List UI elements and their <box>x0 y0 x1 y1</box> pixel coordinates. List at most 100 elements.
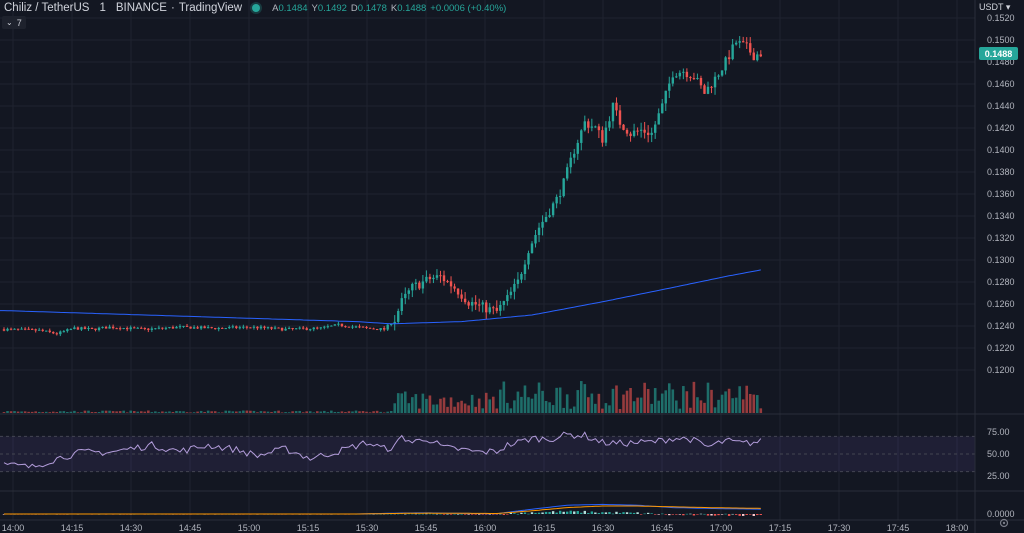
macd-histogram-bar <box>481 514 484 515</box>
time-tick-label: 14:45 <box>179 523 202 533</box>
candle-body <box>492 307 495 309</box>
candle-body <box>685 71 689 78</box>
macd-histogram-bar <box>439 513 442 515</box>
price-tick-label: 0.1500 <box>987 35 1015 45</box>
volume-bar <box>298 410 301 413</box>
macd-histogram-bar <box>446 513 449 515</box>
volume-bar <box>499 389 502 413</box>
exchange: BINANCE <box>115 2 167 14</box>
candles <box>2 36 762 337</box>
volume-bar <box>572 406 576 413</box>
macd-histogram-bar <box>562 511 565 514</box>
close-value: 0.1488 <box>397 2 427 14</box>
candle-body <box>400 298 403 312</box>
volume-bar <box>129 410 133 413</box>
volume-bar <box>277 410 280 413</box>
symbol-name[interactable]: Chiliz / TetherUS <box>4 2 90 14</box>
volume-bar <box>16 411 20 413</box>
volume-bar <box>59 411 62 413</box>
macd-histogram-bar <box>463 514 467 515</box>
candle-body <box>372 328 375 330</box>
volume-bar <box>242 410 245 413</box>
volume-bar <box>506 402 509 413</box>
candle-body <box>6 328 9 331</box>
volume-bar <box>643 382 646 413</box>
candle-body <box>629 133 632 137</box>
volume-bar <box>706 382 710 413</box>
macd-histogram-bar <box>558 510 562 514</box>
macd-histogram-bar <box>749 514 752 515</box>
macd-histogram-bar <box>759 514 762 515</box>
interval[interactable]: 1 <box>99 2 106 14</box>
indicators-toggle[interactable]: ⌄ 7 <box>2 16 26 29</box>
candle-body <box>147 328 150 330</box>
candle-body <box>45 330 48 332</box>
volume-bars <box>2 381 763 413</box>
macd-axis: 0.0000 <box>987 509 1015 519</box>
volume-bar <box>456 402 460 413</box>
candle-body <box>87 328 90 330</box>
price-tick-label: 0.1480 <box>987 57 1015 67</box>
macd-histogram-bar <box>541 512 544 514</box>
volume-bar <box>175 410 178 413</box>
volume-bar <box>587 397 590 413</box>
candle-body <box>111 326 115 329</box>
volume-bar <box>224 410 228 413</box>
volume-bar <box>37 411 41 413</box>
candle-body <box>699 77 703 86</box>
price-axis[interactable]: 0.1520 0.1500 0.1480 0.1460 0.1440 0.1420 0.14… <box>987 13 1015 375</box>
macd-histogram-bar <box>668 514 671 516</box>
volume-bar <box>97 412 101 413</box>
volume-bar <box>210 411 213 413</box>
volume-bar <box>245 410 249 413</box>
candle-body <box>418 282 421 289</box>
macd-histogram-bar <box>590 511 594 514</box>
price-tick-label: 0.1460 <box>987 79 1015 89</box>
volume-bar <box>565 394 569 413</box>
macd-histogram-bar <box>520 512 523 514</box>
candle-body <box>326 326 330 328</box>
macd-histogram-bar <box>534 512 537 514</box>
volume-bar <box>632 401 636 413</box>
candle-body <box>506 295 509 302</box>
candle-body <box>263 326 266 328</box>
settings-gear-icon[interactable] <box>999 518 1009 528</box>
volume-bar <box>734 397 738 413</box>
macd-histogram-bar <box>664 514 667 515</box>
macd-histogram-bar <box>625 512 629 514</box>
volume-bar <box>597 393 601 413</box>
price-tick-label: 0.1300 <box>987 255 1015 265</box>
high-value: 0.1492 <box>317 2 347 14</box>
volume-bar <box>629 387 632 413</box>
volume-bar <box>425 398 428 413</box>
volume-bar <box>435 404 439 413</box>
volume-bar <box>724 391 727 413</box>
candle-body <box>136 327 139 329</box>
volume-bar <box>34 411 37 413</box>
price-tick-label: 0.1520 <box>987 13 1015 23</box>
macd-histogram-bar <box>576 511 579 514</box>
macd-histogram-bar <box>485 514 488 515</box>
time-axis[interactable]: 14:00 14:15 14:30 14:45 15:00 15:15 15:30 15:45… <box>2 523 969 533</box>
currency-selector[interactable]: USDT ▾ <box>979 2 1011 12</box>
volume-bar <box>122 410 125 413</box>
macd-histogram-bar <box>414 513 418 515</box>
volume-bar <box>104 410 108 413</box>
time-tick-label: 17:15 <box>769 523 792 533</box>
price-tick-label: 0.1440 <box>987 101 1015 111</box>
macd-histogram-bar <box>583 510 586 514</box>
candle-body <box>30 328 34 330</box>
macd-histogram-bar <box>756 514 759 516</box>
candle-body <box>523 264 527 274</box>
macd-histogram-bar <box>530 512 534 514</box>
macd-histogram-bar <box>738 514 741 516</box>
volume-bar <box>534 393 537 413</box>
volume-bar <box>305 411 309 413</box>
macd-histogram-bar <box>639 514 643 515</box>
volume-bar <box>69 411 73 413</box>
volume-bar <box>90 412 94 413</box>
macd-histogram-bar <box>657 514 660 515</box>
volume-bar <box>449 397 453 413</box>
